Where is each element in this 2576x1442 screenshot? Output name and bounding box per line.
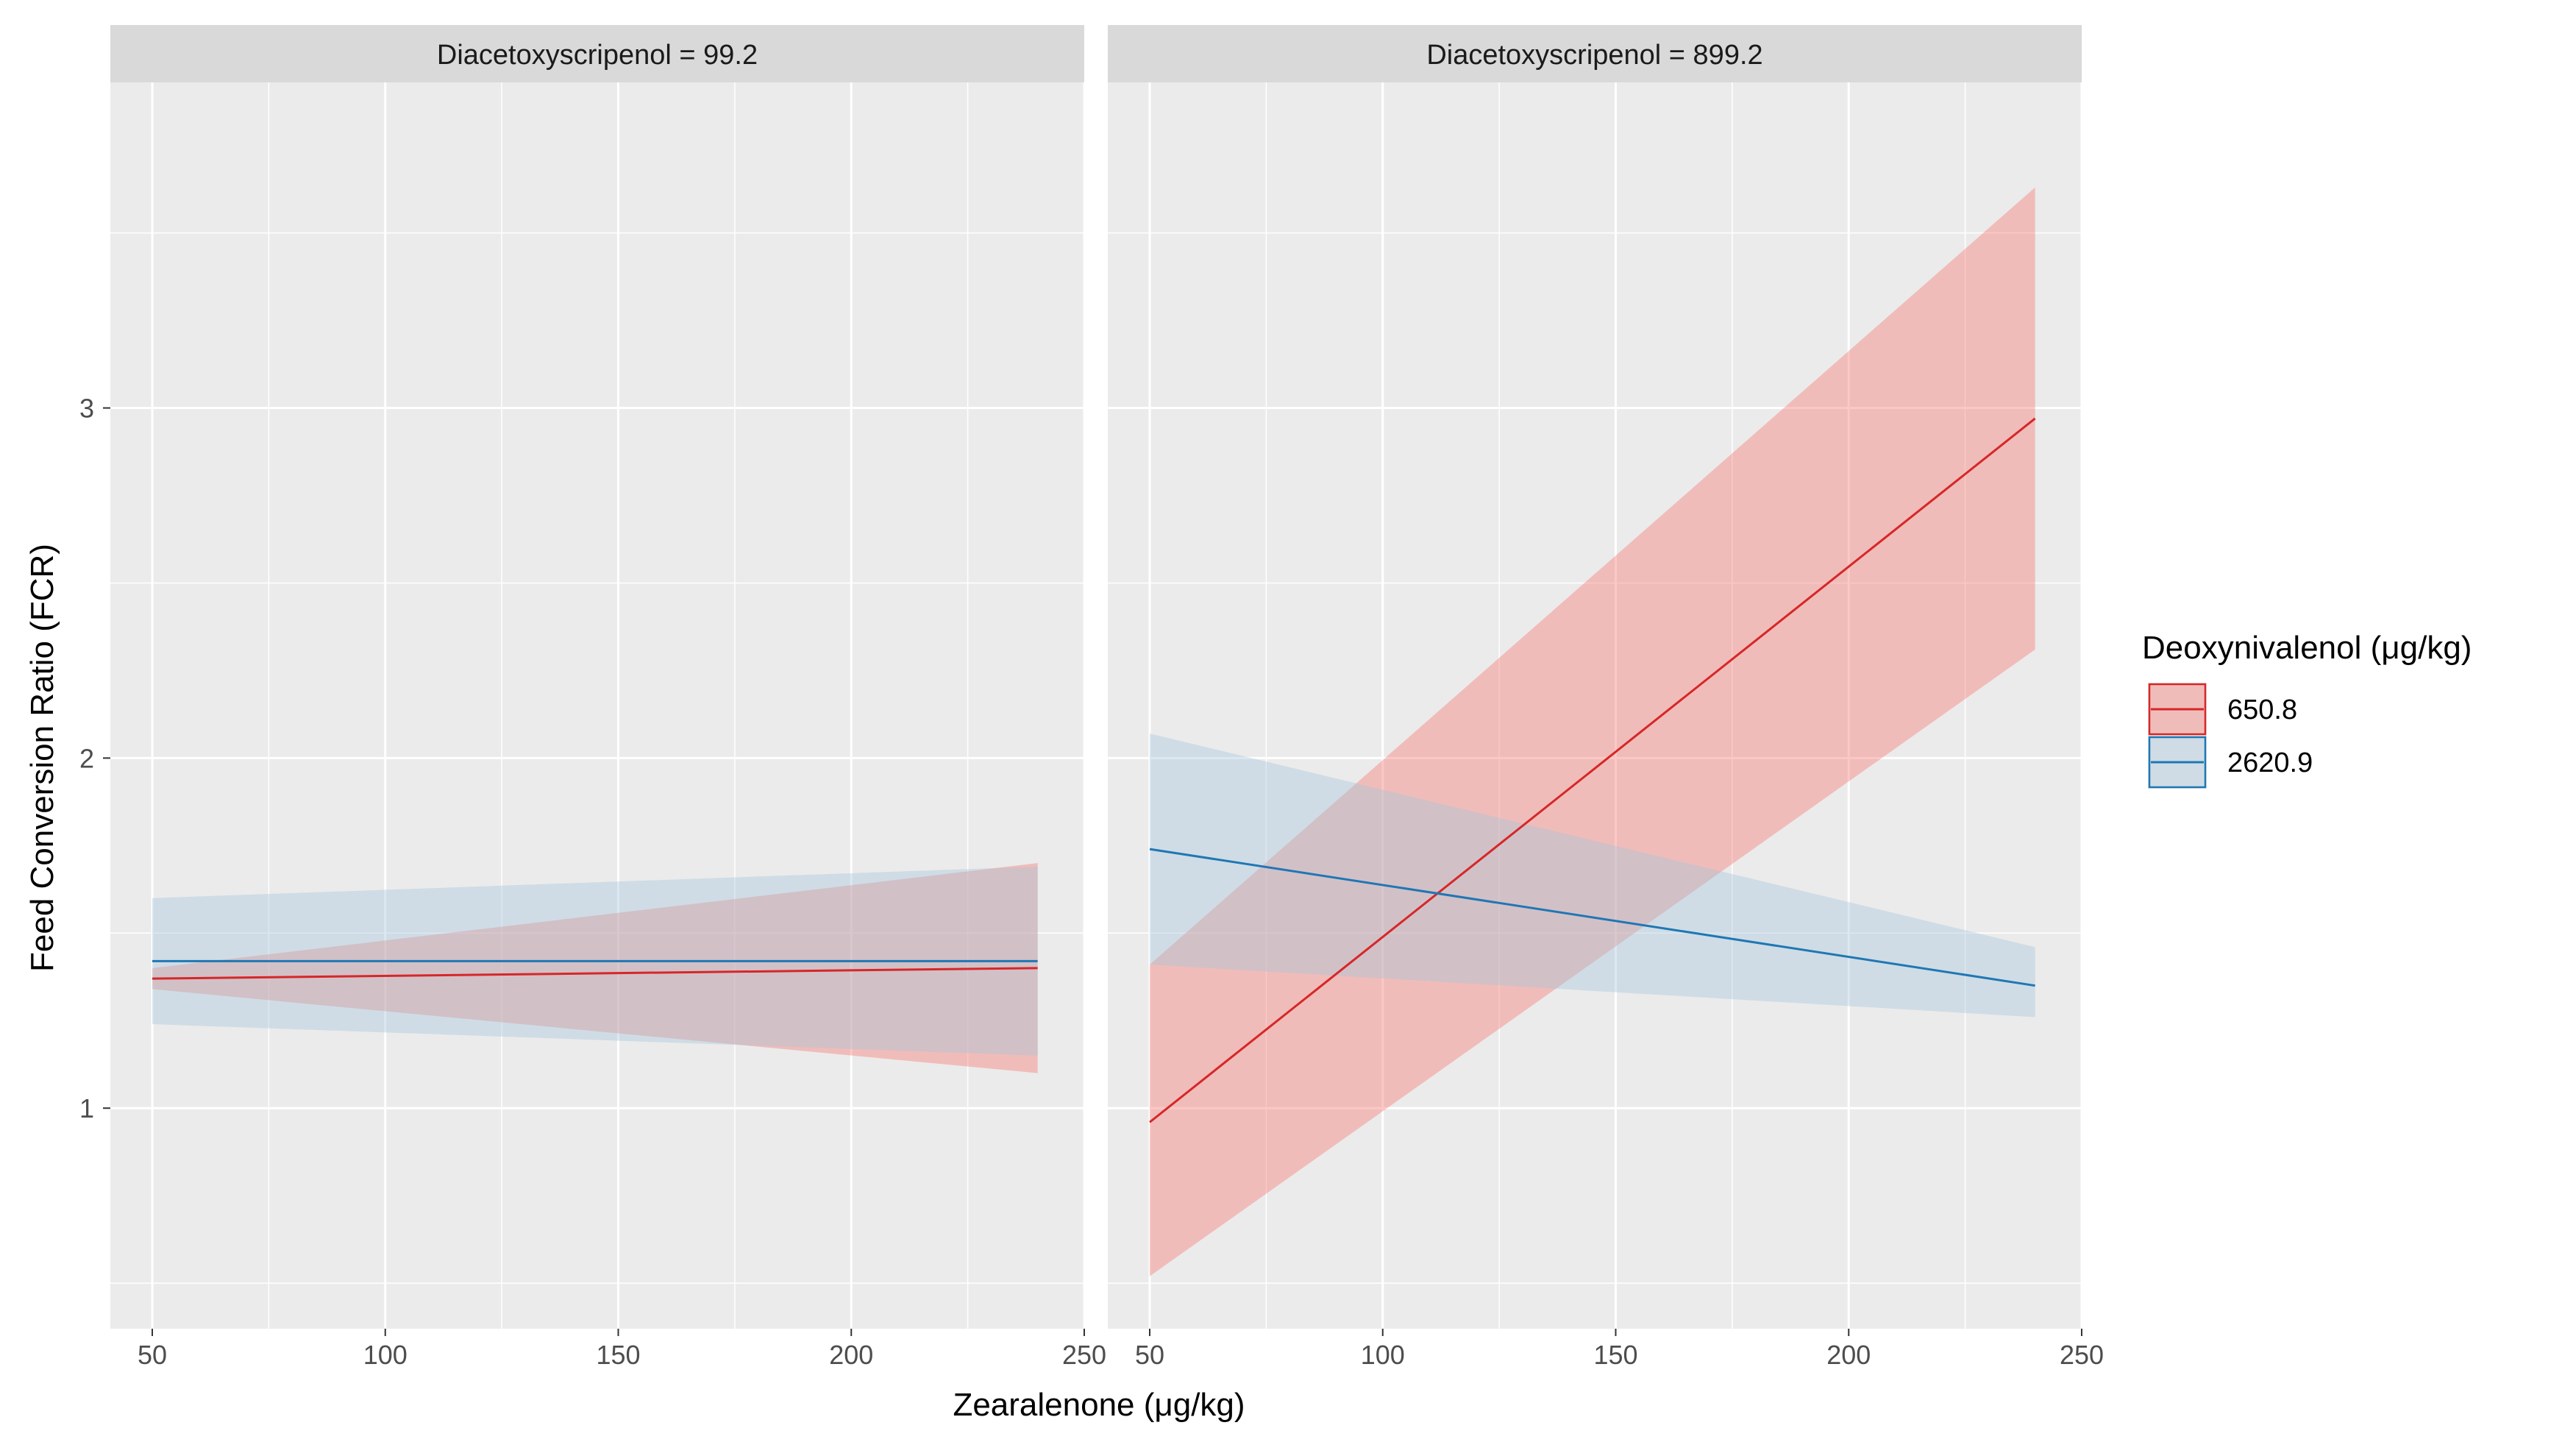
panel-2: Diacetoxyscripenol = 899.2 [1108, 25, 2083, 1329]
panel-strip-title: Diacetoxyscripenol = 899.2 [1426, 40, 1762, 71]
line-650.8 [1149, 417, 2036, 1123]
x-tick-label: 150 [596, 1340, 640, 1370]
x-tick-label: 100 [1361, 1340, 1405, 1370]
x-tick-label: 100 [363, 1340, 408, 1370]
y-tick-label: 3 [79, 394, 94, 424]
line-650.8 [152, 967, 1038, 980]
legend-label: 2620.9 [2227, 747, 2313, 778]
panel-1: Diacetoxyscripenol = 99.2 [110, 25, 1086, 1329]
y-axis-title: Feed Conversion Ratio (FCR) [24, 544, 60, 972]
strip-background [110, 25, 1084, 82]
x-tick-label: 50 [138, 1340, 167, 1370]
x-tick-label: 250 [1062, 1340, 1106, 1370]
legend-label: 650.8 [2227, 695, 2297, 725]
line-2620.9 [1149, 848, 2035, 987]
ribbon-650.8 [1150, 187, 2035, 1276]
x-axis-title: Zearalenone (μg/kg) [953, 1387, 1245, 1423]
x-tick-label: 50 [1135, 1340, 1164, 1370]
y-tick-label: 1 [79, 1093, 94, 1123]
y-tick-label: 2 [79, 743, 94, 773]
plot-background [1108, 82, 2082, 1329]
panel-strip-title: Diacetoxyscripenol = 99.2 [437, 40, 758, 71]
axes-layer: 50 100 150 200 250 50 100 150 200 250 1 2 3 [79, 394, 2104, 1370]
legend: Deoxynivalenol (μg/kg) 650.8 2620.9 [2142, 630, 2472, 789]
x-tick-label: 200 [1826, 1340, 1871, 1370]
panels-layer: Diacetoxyscripenol = 99.2 Diacetoxyscripe… [110, 25, 2083, 1329]
ribbon-650.8 [152, 863, 1038, 1073]
strip-background [1108, 25, 2082, 82]
plot-background [110, 82, 1084, 1329]
x-tick-label: 150 [1593, 1340, 1637, 1370]
x-tick-label: 250 [2060, 1340, 2104, 1370]
x-tick-label: 200 [829, 1340, 873, 1370]
legend-title: Deoxynivalenol (μg/kg) [2142, 630, 2472, 666]
